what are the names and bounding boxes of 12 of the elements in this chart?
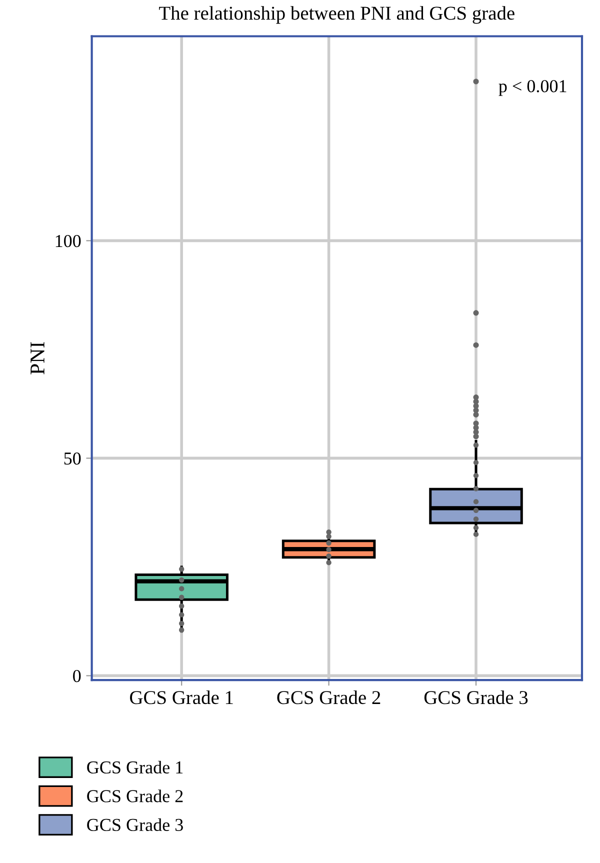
y-tick-label: 0 (73, 670, 81, 682)
chart-title: The relationship between PNI and GCS grade (159, 6, 514, 24)
x-tick-label: GCS Grade 3 (424, 690, 528, 704)
x-tick-label: GCS Grade 1 (130, 690, 233, 704)
legend-label: GCS Grade 2 (87, 790, 183, 802)
legend-label: GCS Grade 1 (87, 760, 183, 774)
y-axis-title: PNI (30, 342, 44, 374)
y-tick-label: 100 (56, 234, 81, 248)
legend-label: GCS Grade 3 (87, 818, 183, 832)
y-tick-label: 50 (64, 452, 81, 465)
x-tick-label: GCS Grade 2 (277, 690, 380, 704)
annotation: p < 0.001 (498, 80, 566, 96)
